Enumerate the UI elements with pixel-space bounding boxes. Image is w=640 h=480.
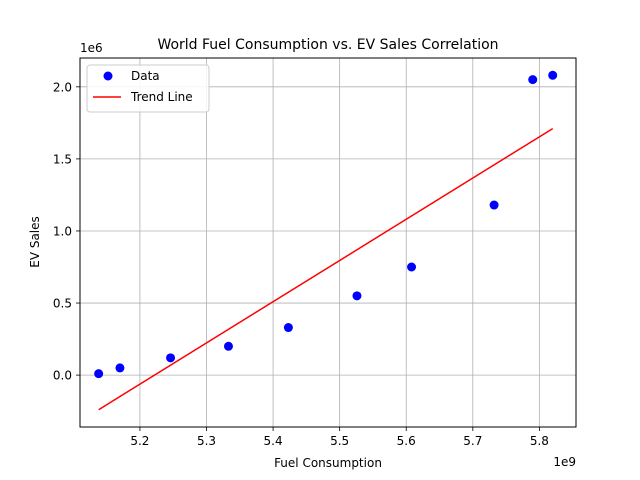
y-tick-label: 0.0 (53, 369, 72, 383)
plot-frame (79, 57, 577, 428)
x-axis-label: Fuel Consumption (274, 456, 382, 470)
data-point (223, 341, 233, 351)
y-tick-label: 1.5 (53, 152, 72, 166)
data-point (407, 262, 417, 272)
data-point (548, 70, 558, 80)
legend-marker-data (103, 71, 113, 81)
grid (80, 58, 576, 427)
y-tick-label: 0.5 (53, 297, 72, 311)
data-point (94, 369, 104, 379)
x-tick-label: 5.3 (197, 434, 216, 448)
legend-label-data: Data (131, 69, 160, 83)
x-tick-label: 5.7 (463, 434, 482, 448)
x-tick-label: 5.5 (330, 434, 349, 448)
data-point (166, 353, 176, 363)
x-tick-label: 5.2 (130, 434, 149, 448)
x-tick-label: 5.6 (397, 434, 416, 448)
data-point (528, 75, 538, 85)
y-axis-offset-label: 1e6 (80, 41, 103, 55)
y-tick-label: 2.0 (53, 80, 72, 94)
trend-line (98, 127, 554, 411)
series-layer (94, 70, 558, 411)
data-point (352, 291, 362, 301)
legend-label-trend-line: Trend Line (130, 90, 193, 104)
legend-box (86, 64, 210, 113)
legend: Data Trend Line (86, 64, 210, 113)
x-axis-offset-label: 1e9 (553, 455, 576, 469)
data-point (283, 323, 293, 333)
y-axis-ticks: 0.0 0.5 1.0 1.5 2.0 (53, 80, 80, 383)
x-tick-label: 5.8 (530, 434, 549, 448)
y-axis-label: EV Sales (28, 216, 42, 268)
x-axis-ticks: 5.2 5.3 5.4 5.5 5.6 5.7 5.8 (130, 427, 549, 448)
plot-area (80, 58, 576, 427)
data-point (115, 363, 125, 373)
data-point (489, 200, 499, 210)
chart-title: World Fuel Consumption vs. EV Sales Corr… (157, 37, 498, 53)
x-tick-label: 5.4 (264, 434, 283, 448)
y-tick-label: 1.0 (53, 224, 72, 238)
